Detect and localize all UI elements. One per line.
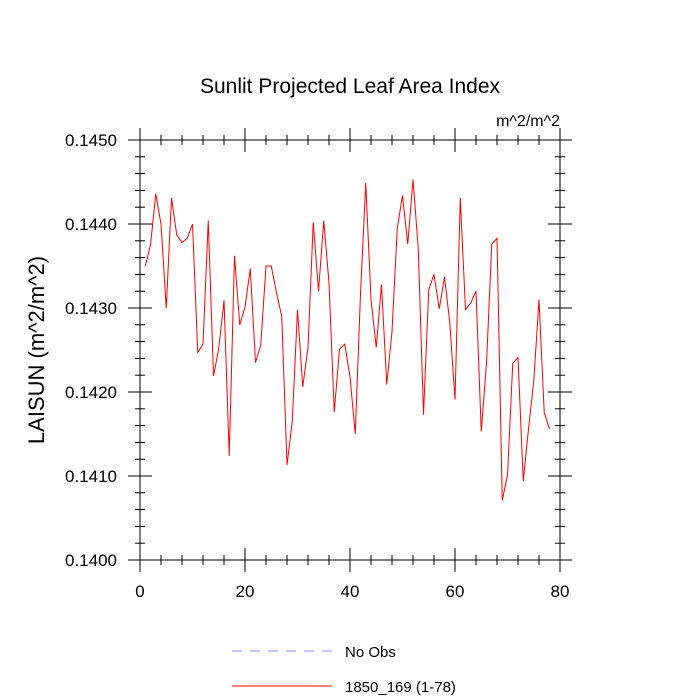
legend: No Obs 1850_169 (1-78)	[232, 644, 456, 696]
y-tick-label: 0.1430	[65, 299, 117, 318]
legend-label-no-obs: No Obs	[345, 644, 396, 661]
x-tick-label: 0	[135, 582, 144, 601]
x-tick-labels: 0 20 40 60 80	[135, 582, 569, 601]
chart-title: Sunlit Projected Leaf Area Index	[200, 75, 501, 98]
x-tick-label: 40	[341, 582, 360, 601]
y-tick-label: 0.1410	[65, 467, 117, 486]
units-label: m^2/m^2	[496, 113, 560, 130]
series-group	[144, 179, 550, 501]
y-tick-label: 0.1400	[65, 551, 117, 570]
y-tick-labels: 0.1400 0.1410 0.1420 0.1430 0.1440 0.1450	[65, 131, 117, 570]
legend-label-series: 1850_169 (1-78)	[345, 679, 456, 696]
y-tick-label: 0.1420	[65, 383, 117, 402]
series-line	[144, 179, 550, 501]
major-ticks	[128, 128, 572, 572]
x-tick-label: 80	[551, 582, 570, 601]
y-tick-label: 0.1450	[65, 131, 117, 150]
plot-frame	[139, 139, 561, 561]
y-axis-label: LAISUN (m^2/m^2)	[24, 256, 49, 444]
x-tick-label: 20	[236, 582, 255, 601]
y-tick-label: 0.1440	[65, 215, 117, 234]
x-tick-label: 60	[446, 582, 465, 601]
